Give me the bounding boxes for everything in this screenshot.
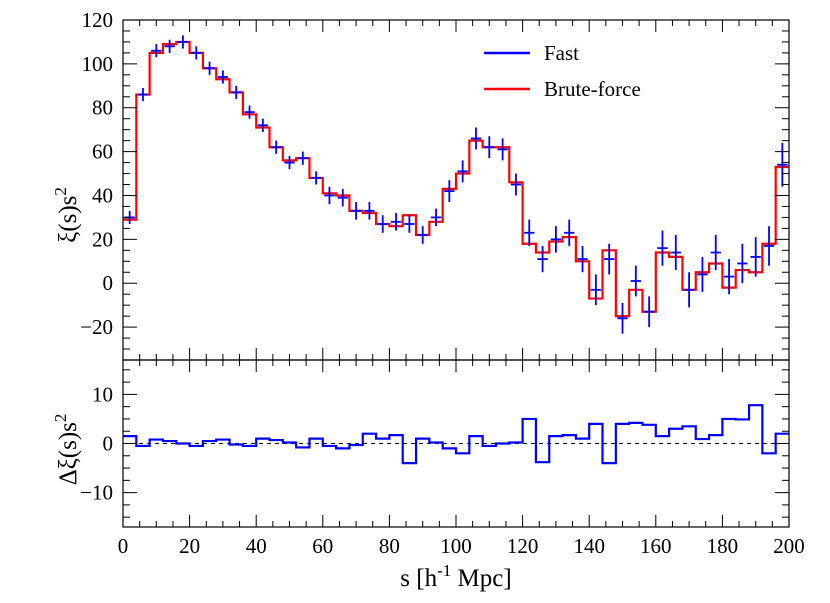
legend-item: Fast bbox=[484, 41, 579, 65]
difference-step-line bbox=[123, 404, 789, 465]
x-tick-label: 140 bbox=[573, 534, 605, 558]
fast-data-point bbox=[697, 256, 708, 292]
fast-data-point bbox=[417, 226, 428, 244]
fast-data-point bbox=[657, 230, 668, 266]
fast-data-point bbox=[337, 188, 348, 207]
fast-data-point bbox=[737, 243, 748, 284]
x-tick-label: 80 bbox=[379, 534, 400, 558]
top-y-tick-label: 60 bbox=[92, 140, 113, 164]
fast-data-point bbox=[777, 142, 788, 187]
bottom-y-tick-label: 0 bbox=[103, 432, 114, 456]
fast-data-point bbox=[564, 219, 575, 246]
top-y-axis-label: ξ(s)s2 bbox=[51, 187, 82, 243]
fast-data-point bbox=[257, 118, 269, 132]
fast-data-point bbox=[430, 208, 442, 227]
fast-data-point bbox=[497, 138, 508, 161]
legend: Fast Brute-force bbox=[484, 41, 641, 101]
fast-data-point bbox=[683, 272, 695, 308]
fast-data-point bbox=[444, 180, 455, 203]
x-tick-label: 0 bbox=[118, 534, 129, 558]
fast-data-point bbox=[750, 237, 761, 277]
legend-label: Fast bbox=[544, 41, 579, 65]
fast-data-point bbox=[191, 46, 202, 60]
top-y-tick-label: 20 bbox=[92, 227, 113, 251]
x-tick-label: 180 bbox=[707, 534, 739, 558]
fast-data-point bbox=[217, 70, 229, 84]
top-y-tick-label: 0 bbox=[103, 271, 114, 295]
fast-data-point bbox=[244, 105, 255, 119]
fast-data-point bbox=[404, 215, 415, 233]
fast-data-point bbox=[137, 88, 149, 102]
top-plot-area bbox=[123, 35, 789, 334]
fast-data-point bbox=[577, 245, 588, 273]
fast-data-point bbox=[231, 85, 242, 99]
top-y-tick-label: 80 bbox=[92, 96, 113, 120]
fast-data-point bbox=[164, 39, 175, 53]
x-tick-label: 60 bbox=[312, 534, 333, 558]
x-tick-label: 20 bbox=[179, 534, 200, 558]
fast-data-point bbox=[710, 234, 721, 271]
x-tick-label: 100 bbox=[440, 534, 472, 558]
fast-data-point bbox=[537, 245, 548, 273]
fast-data-point bbox=[590, 274, 602, 306]
x-tick-label: 160 bbox=[640, 534, 672, 558]
top-y-tick-label: 120 bbox=[82, 8, 114, 32]
fast-data-point bbox=[324, 186, 335, 205]
top-y-tick-label: −20 bbox=[80, 315, 113, 339]
bottom-plot-area bbox=[123, 404, 789, 465]
top-y-tick-label: 40 bbox=[92, 183, 113, 207]
fast-data-point bbox=[630, 265, 641, 297]
fast-data-point bbox=[284, 156, 295, 170]
fast-data-point bbox=[350, 202, 362, 220]
bottom-y-axis-label: Δξ(s)s2 bbox=[51, 414, 82, 486]
fast-data-point bbox=[524, 219, 535, 246]
fast-data-point bbox=[390, 213, 402, 231]
top-y-tick-label: 100 bbox=[82, 52, 114, 76]
fast-data-point bbox=[604, 243, 615, 275]
fast-data-point bbox=[470, 127, 482, 150]
x-tick-label: 120 bbox=[507, 534, 539, 558]
fast-data-point bbox=[550, 226, 562, 253]
x-tick-label: 200 bbox=[773, 534, 805, 558]
legend-item: Brute-force bbox=[484, 77, 641, 101]
top-panel: −20 0 20 40 60 80 100 120 Fast Brute-force ξ(s)s2 bbox=[51, 8, 790, 361]
bottom-y-tick-label: 10 bbox=[92, 382, 113, 406]
fast-data-point bbox=[310, 171, 322, 185]
fast-data-point bbox=[204, 61, 215, 75]
bottom-y-tick-label: −10 bbox=[80, 481, 113, 505]
fast-data-point bbox=[364, 202, 375, 220]
x-tick-label: 40 bbox=[246, 534, 267, 558]
fast-data-point bbox=[177, 35, 189, 49]
fast-data-point bbox=[763, 226, 775, 266]
bottom-panel: 0 20 40 60 80 100 120 140 160 180 200 −10 0 10 Δξ(s)s2… bbox=[51, 359, 805, 592]
fast-data-point bbox=[151, 44, 162, 58]
fast-data-point bbox=[457, 160, 468, 183]
legend-label: Brute-force bbox=[544, 77, 641, 101]
fast-data-point bbox=[670, 234, 681, 271]
fast-data-point bbox=[297, 151, 308, 165]
fast-data-point bbox=[377, 215, 388, 233]
fast-data-point bbox=[484, 136, 495, 159]
fast-data-point bbox=[643, 296, 655, 328]
x-axis-label: s [h-1 Mpc] bbox=[400, 561, 511, 592]
fast-data-point bbox=[510, 173, 522, 196]
fast-data-point bbox=[271, 140, 282, 154]
fast-data-point bbox=[617, 302, 628, 334]
fast-data-point bbox=[723, 259, 735, 295]
